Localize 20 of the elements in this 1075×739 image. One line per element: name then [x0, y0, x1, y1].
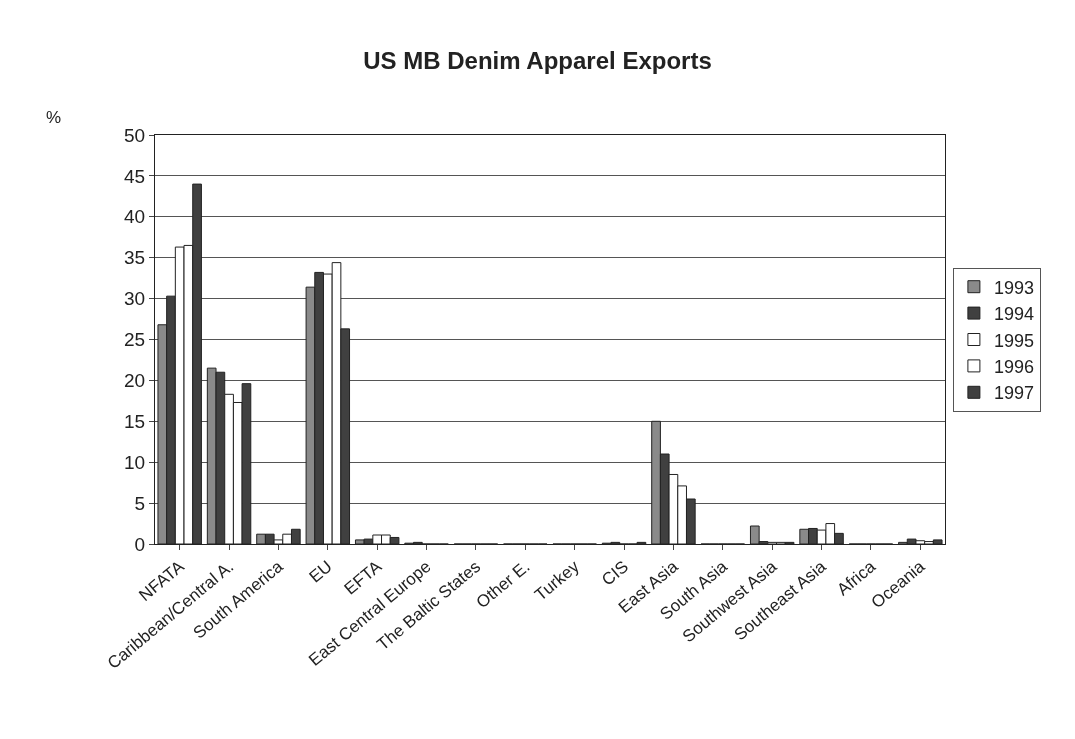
y-tick-label: 35: [124, 247, 146, 269]
y-tick-label: 45: [124, 165, 146, 187]
y-tick-label: 20: [124, 370, 146, 392]
y-tick-label: 10: [124, 451, 146, 473]
legend-label: 1993: [993, 277, 1034, 298]
y-tick-label: 5: [134, 492, 146, 514]
y-tick-label: 25: [124, 329, 146, 351]
x-tick-label: CIS: [598, 556, 633, 590]
y-tick-label: 40: [124, 206, 146, 228]
y-tick-label: 15: [124, 410, 146, 432]
legend-label: 1994: [993, 304, 1034, 325]
legend-label: 1995: [993, 330, 1034, 351]
y-tick-label: 30: [124, 288, 146, 310]
y-tick-label: 0: [134, 533, 146, 555]
y-axis-title: %: [46, 108, 62, 127]
x-tick-label: EU: [305, 556, 336, 587]
y-tick-label: 50: [124, 124, 146, 146]
legend-label: 1997: [993, 383, 1034, 404]
legend-label: 1996: [993, 356, 1034, 377]
chart-title: US MB Denim Apparel Exports: [363, 46, 712, 74]
